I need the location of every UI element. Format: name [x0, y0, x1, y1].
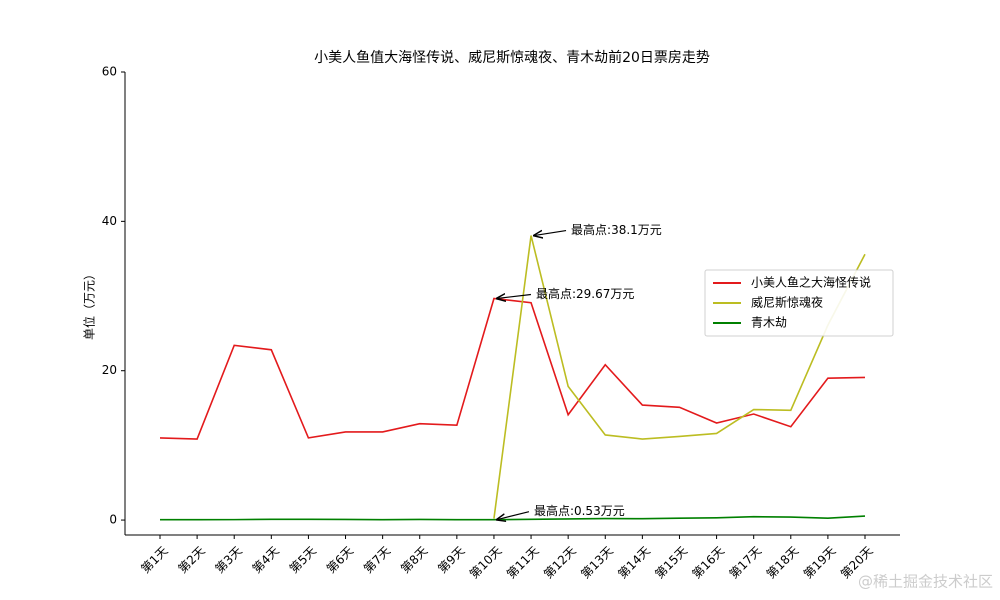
annotation: 最高点:38.1万元: [571, 222, 662, 237]
annotation: 最高点:0.53万元: [534, 503, 625, 518]
x-tick-label: 第19天: [801, 544, 839, 582]
annotation: 最高点:29.67万元: [536, 286, 634, 301]
x-tick-label: 第2天: [175, 544, 207, 576]
x-tick-label: 第16天: [689, 544, 727, 582]
y-tick-label: 20: [102, 363, 117, 377]
x-tick-label: 第9天: [435, 544, 467, 576]
line-series: [160, 515, 866, 521]
legend-label: 威尼斯惊魂夜: [751, 295, 823, 310]
x-tick-label: 第11天: [504, 544, 542, 582]
x-tick-label: 第14天: [615, 544, 653, 582]
legend-box: [704, 269, 894, 337]
x-tick-label: 第12天: [541, 544, 579, 582]
watermark: @稀土掘金技术社区: [858, 573, 993, 591]
x-tick-label: 第3天: [213, 544, 245, 576]
x-tick-label: 第18天: [764, 544, 802, 582]
legend-label: 青木劫: [751, 316, 787, 330]
line-series: [159, 297, 866, 440]
y-tick-label: 40: [102, 214, 117, 228]
y-tick-label: 60: [102, 65, 117, 79]
x-tick-label: 第6天: [324, 544, 356, 576]
annotation-arrow: [534, 231, 567, 236]
line-series: [493, 235, 866, 519]
y-tick-label: 0: [109, 513, 117, 527]
y-axis-label: 单位（万元）: [82, 268, 97, 340]
x-tick-label: 第10天: [467, 544, 505, 582]
x-tick-label: 第7天: [361, 544, 393, 576]
annotation-arrow: [497, 294, 532, 298]
x-tick-label: 第5天: [287, 544, 319, 576]
annotation-arrow: [497, 511, 530, 520]
x-tick-label: 第15天: [652, 544, 690, 582]
x-tick-label: 第13天: [578, 544, 616, 582]
x-tick-label: 第1天: [138, 544, 170, 576]
x-tick-label: 第17天: [727, 544, 765, 582]
chart-title: 小美人鱼值大海怪传说、威尼斯惊魂夜、青木劫前20日票房走势: [314, 49, 710, 66]
legend-label: 小美人鱼之大海怪传说: [751, 275, 871, 290]
x-tick-label: 第8天: [398, 544, 430, 576]
x-tick-label: 第4天: [250, 544, 282, 576]
